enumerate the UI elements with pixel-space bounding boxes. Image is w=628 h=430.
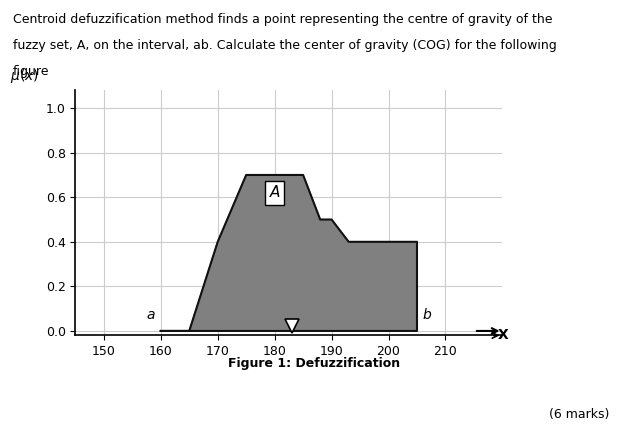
Text: Figure 1: Defuzzification: Figure 1: Defuzzification	[228, 357, 400, 370]
Y-axis label: $\mu(x)$: $\mu(x)$	[9, 68, 38, 86]
Text: b: b	[423, 308, 431, 322]
Text: (6 marks): (6 marks)	[549, 408, 609, 421]
Text: fuzzy set, A, on the interval, ab. Calculate the center of gravity (COG) for the: fuzzy set, A, on the interval, ab. Calcu…	[13, 39, 556, 52]
Text: a: a	[146, 308, 155, 322]
Polygon shape	[161, 175, 417, 331]
Text: A: A	[269, 185, 280, 200]
Text: $\bf{X}$: $\bf{X}$	[497, 329, 509, 342]
Text: figure: figure	[13, 64, 49, 77]
Text: Centroid defuzzification method finds a point representing the centre of gravity: Centroid defuzzification method finds a …	[13, 13, 552, 26]
